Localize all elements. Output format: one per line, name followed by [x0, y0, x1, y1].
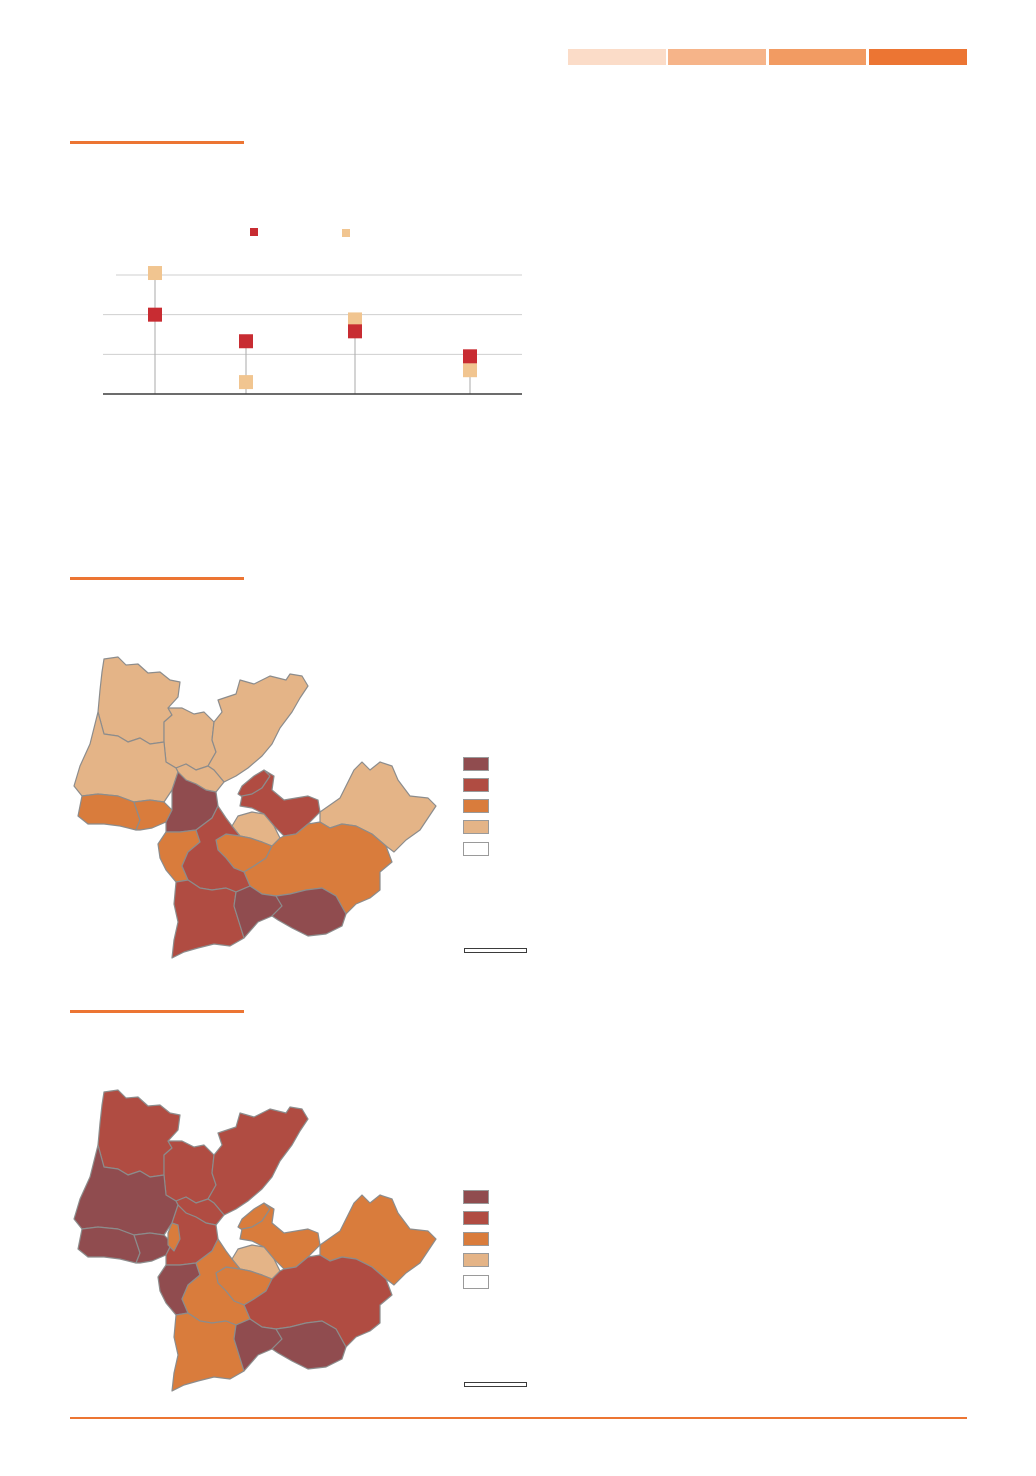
header-color-strip — [568, 49, 967, 65]
section-rule-chart — [70, 141, 244, 144]
dot-range-chart — [103, 266, 522, 395]
legend-swatch-tan — [342, 229, 350, 237]
map-1-legend-class-5 — [463, 842, 489, 856]
map-1-legend-class-2 — [463, 778, 489, 792]
chart-point-tan — [348, 312, 362, 327]
map-region-southwest-c — [171, 879, 245, 959]
strip-segment-3 — [769, 49, 866, 65]
chart-point-tan — [239, 375, 253, 390]
map-region-south-bottom-b — [271, 887, 347, 937]
map-region-north-inner — [207, 1106, 309, 1216]
map-2-legend-class-1 — [463, 1190, 489, 1204]
map-region-center-west-small — [167, 1222, 181, 1252]
strip-segment-4 — [869, 49, 967, 65]
map-2-legend-class-5 — [463, 1275, 489, 1289]
section-rule-map-1 — [70, 577, 244, 580]
map-region-coast-sw — [133, 799, 173, 831]
chart-point-tan — [148, 266, 162, 281]
map-1-scale-bar — [464, 948, 527, 953]
map-2-legend-class-4 — [463, 1253, 489, 1267]
strip-segment-2 — [668, 49, 766, 65]
map-1-legend-class-3 — [463, 799, 489, 813]
map-region-southwest-b — [181, 805, 251, 893]
section-rule-map-2 — [70, 1010, 244, 1013]
map-region-southwest-b — [181, 1238, 251, 1326]
map-2-legend-class-2 — [463, 1211, 489, 1225]
chart-point-red — [239, 334, 253, 349]
chart-point-tan — [463, 363, 477, 378]
map-region-south-bottom-b — [271, 1320, 347, 1370]
map-2-legend-class-3 — [463, 1232, 489, 1246]
map-region-southwest-c — [171, 1312, 245, 1392]
chart-point-red — [148, 307, 162, 322]
map-region-coast-sw — [133, 1232, 173, 1264]
map-region-north-central — [163, 1140, 217, 1204]
chart-point-red — [463, 349, 477, 364]
footer-rule — [70, 1417, 967, 1419]
legend-swatch-red — [250, 228, 258, 236]
map-1-legend-class-4 — [463, 820, 489, 834]
map-1-legend-class-1 — [463, 757, 489, 771]
chart-point-red — [348, 324, 362, 339]
map-2-scale-bar — [464, 1382, 527, 1387]
strip-segment-1 — [568, 49, 666, 65]
choropleth-map-1 — [73, 656, 437, 959]
choropleth-map-2 — [73, 1089, 437, 1392]
